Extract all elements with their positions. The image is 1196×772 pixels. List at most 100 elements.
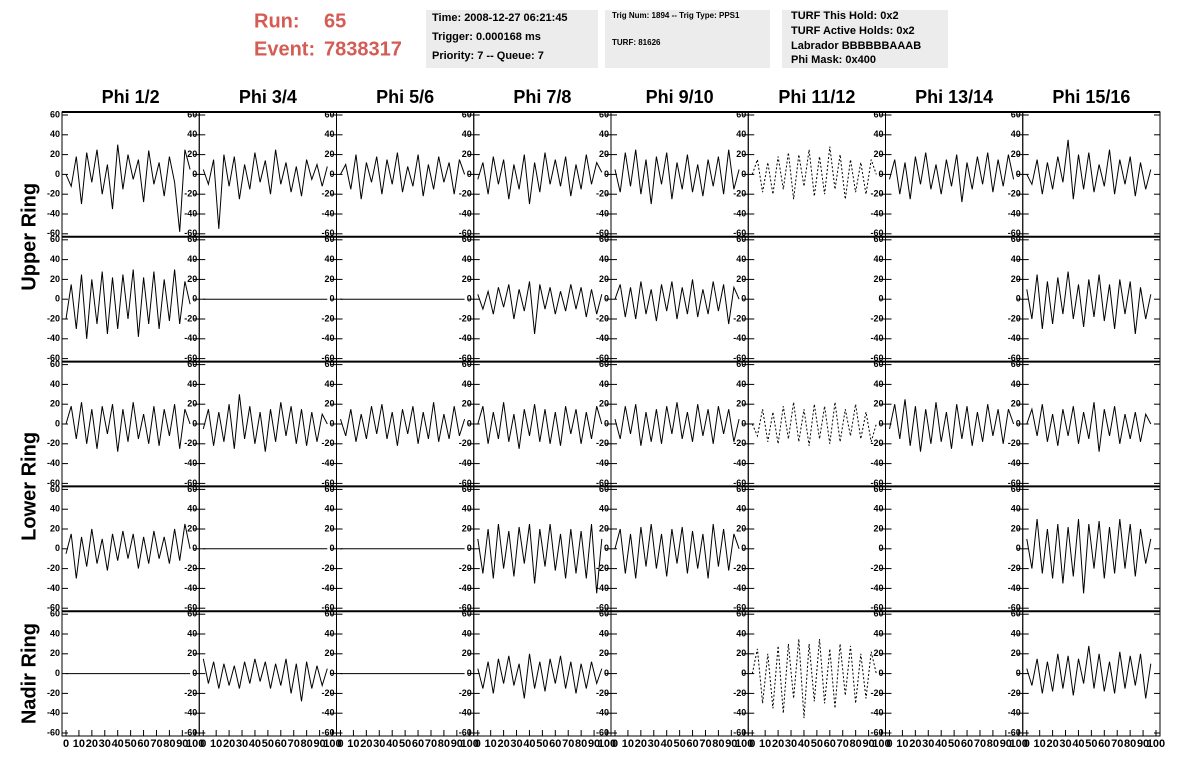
panel-frame	[61, 236, 200, 363]
x-tick-label: 0	[1024, 738, 1030, 750]
y-tick-label: -20	[1008, 189, 1021, 199]
y-tick-label: -20	[321, 189, 334, 199]
x-tick-label: 20	[86, 738, 98, 750]
y-tick-label: 20	[873, 648, 883, 658]
y-tick-label: 60	[187, 109, 197, 119]
y-tick-label: 60	[50, 234, 60, 244]
y-tick-label: 40	[462, 129, 472, 139]
y-tick-label: -20	[47, 438, 60, 448]
y-tick-label: -40	[596, 208, 609, 218]
x-tick-label: 80	[438, 738, 450, 750]
y-tick-label: -20	[321, 688, 334, 698]
y-tick-label: 40	[1011, 254, 1021, 264]
waveform	[477, 281, 603, 334]
y-tick-label: -40	[47, 708, 60, 718]
y-tick-label: 0	[192, 543, 197, 553]
waveform	[614, 149, 740, 205]
y-tick-label: -40	[1008, 333, 1021, 343]
y-tick-label: 20	[1011, 274, 1021, 284]
y-tick-label: 40	[324, 379, 334, 389]
y-tick-label: -40	[870, 208, 883, 218]
y-tick-label: -60	[184, 603, 197, 613]
y-tick-label: 20	[1011, 523, 1021, 533]
y-tick-label: 40	[873, 628, 883, 638]
y-tick-label: -20	[459, 688, 472, 698]
y-tick-label: 40	[50, 129, 60, 139]
y-tick-label: -40	[184, 708, 197, 718]
y-tick-label: -60	[596, 478, 609, 488]
y-tick-label: -40	[459, 208, 472, 218]
x-tick-label: 20	[497, 738, 509, 750]
y-tick-label: -20	[733, 189, 746, 199]
y-tick-label: 40	[50, 628, 60, 638]
row-title: Nadir Ring	[18, 623, 40, 724]
row-title: Upper Ring	[18, 183, 40, 291]
y-tick-label: 40	[187, 254, 197, 264]
x-tick-label: 10	[485, 738, 497, 750]
waveform	[65, 523, 191, 579]
y-tick-label: 40	[736, 379, 746, 389]
x-tick-label: 70	[974, 738, 986, 750]
y-tick-label: 40	[462, 379, 472, 389]
y-tick-label: -20	[321, 438, 334, 448]
y-tick-label: 40	[50, 254, 60, 264]
y-tick-label: -20	[1008, 438, 1021, 448]
y-tick-label: 40	[324, 254, 334, 264]
y-tick-label: 60	[324, 484, 334, 494]
y-tick-label: -60	[321, 228, 334, 238]
y-tick-label: 20	[187, 149, 197, 159]
x-tick-label: 40	[112, 738, 124, 750]
y-tick-label: -20	[321, 313, 334, 323]
waveform	[202, 658, 328, 702]
waveform	[751, 638, 877, 719]
info-line: TURF This Hold: 0x2	[791, 10, 899, 22]
waveform	[202, 394, 328, 452]
y-tick-label: 0	[192, 294, 197, 304]
y-tick-label: 40	[599, 628, 609, 638]
column-title: Phi 5/6	[376, 87, 434, 107]
panel-frame	[885, 485, 1024, 612]
waveform	[1026, 402, 1152, 452]
x-tick-label: 20	[909, 738, 921, 750]
y-tick-label: 60	[599, 484, 609, 494]
y-tick-label: -60	[733, 353, 746, 363]
y-tick-label: -40	[321, 583, 334, 593]
y-tick-label: 40	[1011, 628, 1021, 638]
y-tick-label: -20	[596, 189, 609, 199]
y-tick-label: -40	[459, 458, 472, 468]
run-label: Run:	[254, 10, 300, 32]
x-tick-label: 30	[648, 738, 660, 750]
y-tick-label: -40	[1008, 708, 1021, 718]
x-tick-label: 90	[451, 738, 463, 750]
waveform	[889, 399, 1015, 452]
y-tick-label: 60	[736, 234, 746, 244]
info-line: Phi Mask: 0x400	[791, 54, 876, 66]
panel-frame	[885, 111, 1024, 238]
y-tick-label: -60	[321, 603, 334, 613]
y-tick-label: 60	[50, 359, 60, 369]
y-tick-label: 0	[329, 169, 334, 179]
y-tick-label: -60	[184, 478, 197, 488]
waveform	[340, 402, 466, 446]
y-tick-label: 20	[736, 149, 746, 159]
y-tick-label: 60	[873, 109, 883, 119]
y-tick-label: 0	[329, 668, 334, 678]
x-tick-label: 30	[1059, 738, 1071, 750]
y-tick-label: 20	[1011, 149, 1021, 159]
info-line: Priority: 7 -- Queue: 7	[432, 50, 544, 62]
y-tick-label: -20	[184, 688, 197, 698]
x-tick-label: 70	[150, 738, 162, 750]
x-tick-label: 80	[575, 738, 587, 750]
y-tick-label: 20	[462, 149, 472, 159]
y-tick-label: 20	[736, 274, 746, 284]
y-tick-label: 40	[462, 504, 472, 514]
x-tick-label: 50	[811, 738, 823, 750]
x-tick-label: 0	[612, 738, 618, 750]
y-tick-label: -40	[321, 333, 334, 343]
x-tick-label: 70	[562, 738, 574, 750]
y-tick-label: 60	[50, 609, 60, 619]
y-tick-label: -40	[47, 583, 60, 593]
y-tick-label: -60	[47, 228, 60, 238]
y-tick-label: 40	[599, 504, 609, 514]
panel-frame	[885, 236, 1024, 363]
